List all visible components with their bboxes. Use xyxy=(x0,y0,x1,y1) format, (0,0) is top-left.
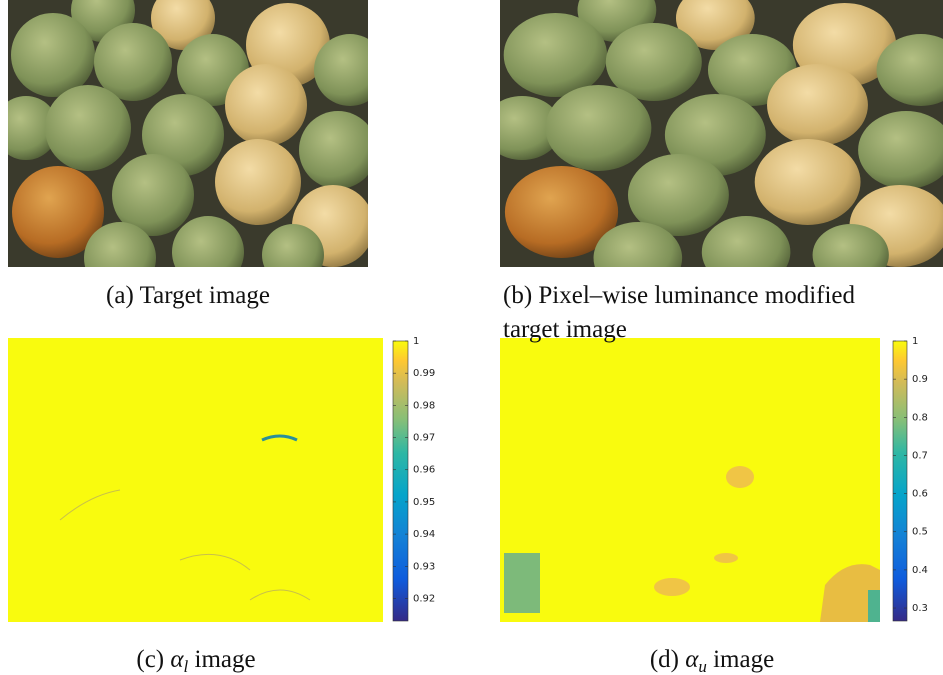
colorbar-tick-label: 0.95 xyxy=(413,497,435,508)
alpha-l-image xyxy=(8,338,383,622)
caption-c: (c) αl image xyxy=(136,646,255,675)
target-image xyxy=(0,0,386,294)
colorbar-tick-label: 0.92 xyxy=(413,593,435,604)
colorbar-tick-label: 0.93 xyxy=(413,561,435,572)
colorbar-tick-label: 1 xyxy=(912,336,918,347)
alpha-u-image xyxy=(500,338,880,622)
colorbar-tick-label: 1 xyxy=(413,336,419,347)
colorbar-tick-label: 0.9 xyxy=(912,374,928,385)
colorbar xyxy=(393,341,408,621)
colorbar-tick-label: 0.5 xyxy=(912,527,928,538)
colorbar-tick-label: 0.3 xyxy=(912,603,928,614)
colorbar-tick-label: 0.4 xyxy=(912,565,928,576)
colorbar-tick-label: 0.99 xyxy=(413,368,435,379)
colorbar-tick-label: 0.6 xyxy=(912,489,928,500)
caption-a: (a) Target image xyxy=(106,282,270,309)
modified-image xyxy=(483,0,943,294)
colorbar-tick-label: 0.98 xyxy=(413,400,435,411)
caption-b: (b) Pixel–wise luminance modified xyxy=(503,282,856,309)
figure: (a) Target image (b) Pixel–wise luminanc… xyxy=(0,0,943,675)
caption-d: (d) αu image xyxy=(650,646,774,675)
colorbar-tick-label: 0.96 xyxy=(413,465,435,476)
colorbar-tick-label: 0.7 xyxy=(912,450,928,461)
colorbar-tick-label: 0.8 xyxy=(912,412,928,423)
colorbar-tick-label: 0.94 xyxy=(413,529,435,540)
caption-b-line2: target image xyxy=(503,316,627,343)
colorbar xyxy=(893,341,907,621)
colorbar-tick-label: 0.97 xyxy=(413,433,435,444)
